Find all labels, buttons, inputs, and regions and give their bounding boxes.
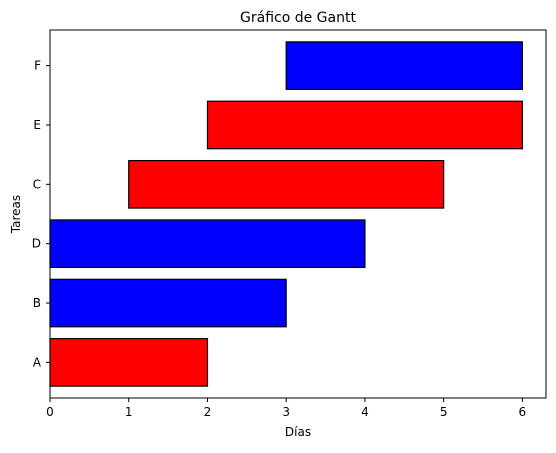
y-tick-label: E	[33, 118, 41, 132]
bars-group	[49, 41, 523, 387]
x-tick-label: 6	[519, 405, 527, 419]
chart-title: Gráfico de Gantt	[240, 10, 356, 26]
y-tick-label: F	[34, 59, 41, 73]
x-tick-label: 1	[125, 405, 133, 419]
x-tick-label: 4	[361, 405, 369, 419]
x-axis: 0 1 2 3 4 5 6	[46, 398, 526, 419]
bar-C	[128, 159, 445, 209]
x-axis-title: Días	[285, 425, 311, 439]
bar-B	[49, 278, 287, 328]
bar-A	[49, 338, 209, 387]
bar-E	[206, 100, 523, 150]
y-axis-title: Tareas	[9, 195, 23, 234]
x-tick-label: 3	[282, 405, 290, 419]
y-tick-label: D	[32, 237, 41, 251]
bar-F	[285, 41, 523, 90]
plot-frame	[49, 29, 547, 399]
x-tick-label: 2	[204, 405, 212, 419]
x-tick-label: 5	[440, 405, 448, 419]
y-tick-label: C	[33, 177, 41, 191]
y-axis: A B D C E F	[32, 59, 50, 369]
bar-D	[49, 219, 366, 269]
y-tick-label: B	[33, 296, 41, 310]
x-tick-label: 0	[46, 405, 54, 419]
y-tick-label: A	[33, 355, 42, 369]
